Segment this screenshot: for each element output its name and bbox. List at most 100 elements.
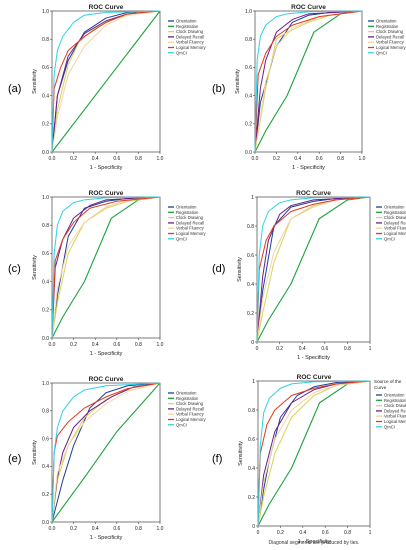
x-tick-label: 0.0 (49, 156, 56, 162)
legend-title: Source of the (374, 379, 402, 384)
panel-label: (c) (8, 263, 21, 275)
legend-entry: Clock Drawing (176, 215, 204, 220)
legend-entry: Orientation (376, 19, 397, 24)
series-line-delayed-recall (51, 382, 161, 523)
y-tick-label: 0.4 (248, 466, 255, 472)
y-tick-label: 0.6 (247, 253, 254, 259)
legend-entry: Delayed Recall (176, 220, 204, 225)
legend-entry: QmCI (376, 50, 387, 55)
x-tick-label: 0.6 (321, 346, 328, 352)
x-tick-label: 0.2 (70, 526, 77, 532)
series-line-qmci (51, 196, 161, 339)
x-tick-label: 1.0 (157, 526, 164, 532)
legend-entry: Clock Drawing (384, 215, 406, 220)
x-tick-label: 0.2 (273, 156, 280, 162)
series-line-orientation (257, 380, 371, 527)
legend-entry: Verbal Fluency (176, 40, 205, 45)
y-axis-label: Sensitivity (235, 69, 241, 94)
x-axis-label: 1 - Specificity (292, 165, 325, 171)
y-tick-label: 1.0 (42, 381, 49, 387)
series-line-delayed-recall (256, 196, 371, 343)
x-tick-label: 0.4 (92, 526, 99, 532)
x-tick-label: 0 (257, 530, 260, 536)
legend-entry: Logical Memory (176, 417, 206, 422)
legend-entry: Registration (384, 398, 406, 403)
legend-entry: QmCI (176, 236, 187, 241)
x-axis-label: 1 - Specificity (298, 539, 331, 545)
plot-area (51, 382, 161, 523)
x-tick-label: 0.4 (299, 530, 306, 536)
legend-entry: Clock Drawing (384, 403, 406, 408)
legend-entry: Verbal Fluency (384, 414, 406, 419)
x-tick-label: 0.2 (276, 346, 283, 352)
chart-panel-f: (f) ROC Curve 00 0.2 0.2 0.4 0.4 0.6 0.6 0.8 0.8 1 1… (212, 374, 406, 546)
legend-entry: QmCI (384, 236, 395, 241)
x-tick-label: 1 (369, 530, 372, 536)
legend-entry: Delayed Recall (176, 34, 204, 39)
plot-area (257, 380, 371, 527)
x-tick-label: 0.0 (49, 526, 56, 532)
y-tick-label: 0.8 (247, 224, 254, 230)
chart-panel-e: (e) ROC Curve 0.00.0 0.2 0.2 0.4 0.4 0.6 0.6 0.8 0… (8, 376, 206, 541)
y-tick-label: 1 (252, 379, 255, 385)
y-tick-label: 0.8 (248, 408, 255, 414)
y-tick-label: 0.2 (247, 311, 254, 317)
legend-entry: Orientation (176, 19, 197, 24)
y-tick-label: 0 (251, 340, 254, 346)
x-tick-label: 1 (369, 346, 372, 352)
legend-entry: QmCI (176, 422, 187, 427)
x-tick-label: 0.4 (294, 156, 301, 162)
series-line-qmci (256, 196, 371, 343)
legend-title-cont: Curve (374, 385, 387, 390)
legend-entry: Verbal Fluency (384, 226, 406, 231)
chart-title: ROC Curve (89, 4, 124, 11)
y-tick-label: 0.4 (245, 93, 252, 99)
chart-panel-b: (b) ROC Curve 0.00.0 0.2 0.2 0.4 0.4 0.6 0.6 0.8 0… (212, 4, 406, 171)
x-axis-label: 1 - Specificity (90, 351, 123, 357)
panel-label: (a) (8, 83, 21, 95)
y-tick-label: 0.4 (42, 279, 49, 285)
legend-entry: Logical Memory (176, 231, 206, 236)
y-tick-label: 0.0 (42, 336, 49, 342)
y-tick-label: 0.6 (42, 251, 49, 257)
legend-entry: Registration (384, 210, 406, 215)
y-tick-label: 0 (252, 524, 255, 530)
series-line-qmci (51, 10, 161, 153)
chart-title: ROC Curve (297, 374, 332, 381)
series-line-logical-memory (257, 380, 371, 527)
y-tick-label: 1.0 (42, 9, 49, 15)
series-line-qmci (51, 382, 161, 523)
legend-entry: Registration (176, 24, 199, 29)
x-tick-label: 1.0 (359, 156, 366, 162)
x-tick-label: 0.8 (344, 530, 351, 536)
plot-area (254, 10, 363, 153)
plot-area (256, 196, 371, 343)
chart-panel-c: (c) ROC Curve 0.00.0 0.2 0.2 0.4 0.4 0.6 0.6 0.8 0… (8, 190, 206, 357)
x-tick-label: 0.8 (135, 342, 142, 348)
x-tick-label: 0.4 (92, 156, 99, 162)
y-tick-label: 0.6 (248, 437, 255, 443)
x-tick-label: 0.8 (135, 156, 142, 162)
y-tick-label: 0.2 (248, 495, 255, 501)
chart-panel-d: (d) ROC Curve 00 0.2 0.2 0.4 0.4 0.6 0.6 0.8 0.8 1 1… (212, 190, 406, 361)
legend-entry: Orientation (384, 393, 405, 398)
legend-entry: Registration (176, 396, 199, 401)
legend-entry: Delayed Recall (176, 406, 204, 411)
chart-title: ROC Curve (291, 4, 326, 11)
legend-entry: Delayed Recall (384, 220, 406, 225)
y-axis-label: Sensitivity (238, 441, 244, 466)
legend-entry: Verbal Fluency (176, 226, 205, 231)
series-line-verbal-fluency (51, 382, 161, 523)
series-line-verbal-fluency (51, 10, 161, 153)
x-tick-label: 0.8 (135, 526, 142, 532)
y-tick-label: 0.8 (42, 409, 49, 415)
legend-entry: Logical Memory (176, 45, 206, 50)
legend-entry: Orientation (384, 205, 405, 210)
y-tick-label: 0.8 (245, 37, 252, 43)
x-tick-label: 0.2 (277, 530, 284, 536)
x-tick-label: 0.6 (113, 342, 120, 348)
y-tick-label: 0.6 (245, 65, 252, 71)
legend-entry: QmCI (384, 424, 395, 429)
y-tick-label: 0.0 (42, 520, 49, 526)
